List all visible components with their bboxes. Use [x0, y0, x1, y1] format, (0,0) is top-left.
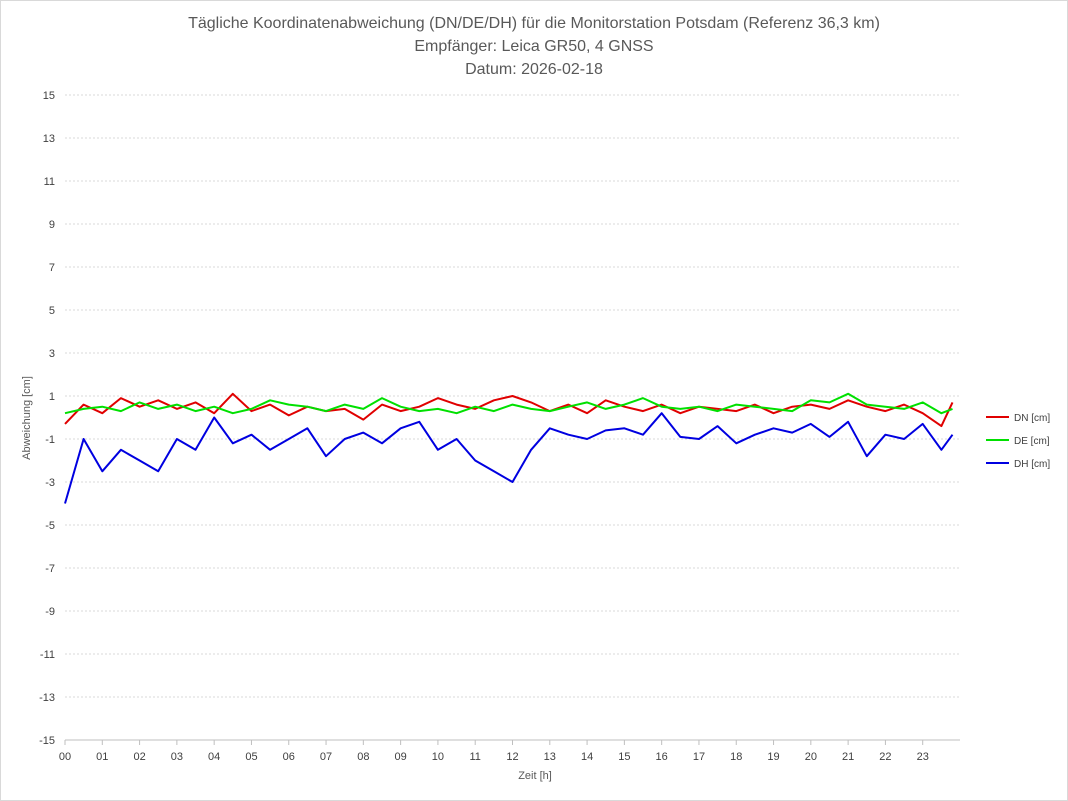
x-tick-label: 05: [245, 751, 257, 763]
y-tick-label: 3: [49, 348, 55, 360]
x-tick-label: 04: [208, 751, 220, 763]
x-tick-label: 11: [469, 751, 480, 763]
x-tick-label: 15: [618, 751, 630, 763]
legend-label: DE [cm]: [1014, 436, 1050, 447]
x-tick-label: 17: [693, 751, 705, 763]
x-axis-title: Zeit [h]: [518, 770, 552, 782]
x-tick-label: 09: [395, 751, 407, 763]
grid: [65, 94, 960, 741]
y-tick-label: -13: [39, 692, 55, 704]
y-tick-label: 11: [44, 176, 55, 188]
legend-label: DN [cm]: [1014, 413, 1050, 424]
chart-title-line-3: Datum: 2026-02-18: [465, 61, 603, 78]
y-tick-label: -3: [45, 477, 55, 489]
series-lines: [64, 392, 954, 504]
y-tick-label: -1: [45, 434, 55, 446]
x-tick-label: 10: [432, 751, 444, 763]
x-tick-label: 08: [357, 751, 369, 763]
x-tick-label: 12: [506, 751, 518, 763]
x-tick-label: 23: [917, 751, 929, 763]
x-tick-label: 06: [283, 751, 295, 763]
x-tick-label: 03: [171, 751, 183, 763]
x-tick-label: 21: [842, 751, 854, 763]
chart-title: Tägliche Koordinatenabweichung (DN/DE/DH…: [188, 15, 880, 78]
y-tick-label: -5: [45, 520, 55, 532]
x-tick-label: 02: [133, 751, 145, 763]
y-tick-label: -11: [40, 649, 55, 661]
y-tick-label: 7: [49, 262, 55, 274]
chart-title-line-2: Empfänger: Leica GR50, 4 GNSS: [414, 38, 653, 55]
y-tick-label: -9: [45, 606, 55, 618]
x-tick-label: 20: [805, 751, 817, 763]
y-tick-label: 1: [49, 391, 55, 403]
series-line-dn: [64, 392, 954, 428]
x-tick-label: 16: [656, 751, 668, 763]
y-tick-label: 9: [49, 219, 55, 231]
x-tick-label: 00: [59, 751, 71, 763]
legend: DN [cm] DE [cm] DH [cm]: [986, 413, 1050, 470]
y-tick-label: 15: [43, 90, 55, 102]
x-tick-label: 13: [544, 751, 556, 763]
x-tick-label: 22: [879, 751, 891, 763]
y-tick-label: -7: [45, 563, 55, 575]
y-axis-title: Abweichung [cm]: [21, 376, 33, 460]
y-axis-ticks: 15 13 11 9 7 5 3 1 -1 -3 -5 -7 -9 -11 -13 -15: [39, 90, 55, 747]
y-tick-label: 5: [49, 305, 55, 317]
chart-title-line-1: Tägliche Koordinatenabweichung (DN/DE/DH…: [188, 15, 880, 32]
x-axis-ticks: 00 01 02 03 04 05 06 07 08 09 10 11 12 13 14 15 16 17 18 19…: [59, 739, 960, 763]
x-tick-label: 14: [581, 751, 593, 763]
x-tick-label: 07: [320, 751, 332, 763]
y-tick-label: 13: [43, 133, 55, 145]
series-line-dh: [64, 412, 954, 504]
x-tick-label: 18: [730, 751, 742, 763]
x-tick-label: 01: [96, 751, 108, 763]
x-tick-label: 19: [767, 751, 779, 763]
y-tick-label: -15: [39, 735, 55, 747]
legend-label: DH [cm]: [1014, 459, 1050, 470]
series-line-de: [64, 392, 953, 415]
